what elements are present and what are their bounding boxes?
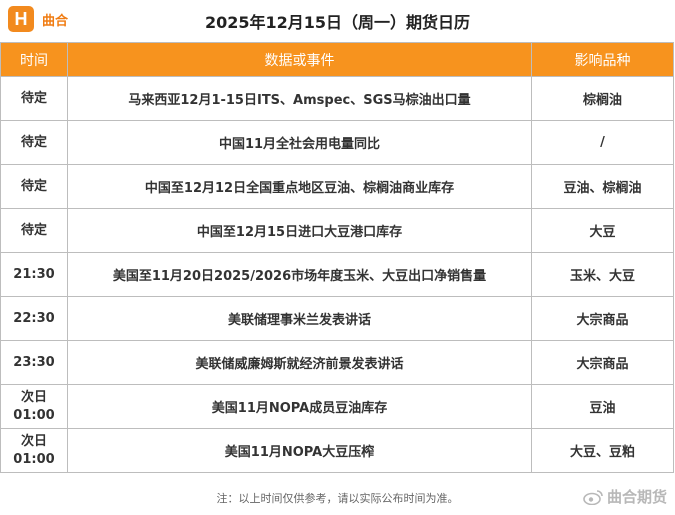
watermark: 曲合期货: [583, 486, 667, 507]
column-header-product: 影响品种: [531, 42, 674, 77]
product-cell: 大宗商品: [531, 296, 674, 341]
time-cell: 21:30: [0, 252, 68, 297]
weibo-icon: [583, 489, 603, 505]
brand-logo-icon: H: [8, 6, 34, 32]
page-header: H 曲合 2025年12月15日（周一）期货日历: [0, 0, 675, 40]
event-cell: 美联储威廉姆斯就经济前景发表讲话: [67, 340, 532, 385]
product-cell: 大宗商品: [531, 340, 674, 385]
table-header-row: 时间 数据或事件 影响品种: [0, 42, 674, 77]
event-cell: 中国11月全社会用电量同比: [67, 120, 532, 165]
table-row: 待定 中国至12月15日进口大豆港口库存 大豆: [0, 208, 674, 253]
table-row: 待定 马来西亚12月1-15日ITS、Amspec、SGS马棕油出口量 棕榈油: [0, 76, 674, 121]
table-row: 23:30 美联储威廉姆斯就经济前景发表讲话 大宗商品: [0, 340, 674, 385]
calendar-table: 时间 数据或事件 影响品种 待定 马来西亚12月1-15日ITS、Amspec、S…: [0, 42, 674, 473]
product-cell: 豆油: [531, 384, 674, 429]
time-cell: 待定: [0, 120, 68, 165]
table-row: 次日 01:00 美国11月NOPA大豆压榨 大豆、豆粕: [0, 428, 674, 473]
column-header-event: 数据或事件: [67, 42, 532, 77]
event-cell: 美国11月NOPA大豆压榨: [67, 428, 532, 473]
product-cell: 大豆: [531, 208, 674, 253]
event-cell: 中国至12月12日全国重点地区豆油、棕榈油商业库存: [67, 164, 532, 209]
column-header-time: 时间: [0, 42, 68, 77]
time-cell: 次日 01:00: [0, 428, 68, 473]
table-row: 次日 01:00 美国11月NOPA成员豆油库存 豆油: [0, 384, 674, 429]
table-row: 22:30 美联储理事米兰发表讲话 大宗商品: [0, 296, 674, 341]
brand-name: 曲合: [42, 14, 69, 29]
event-cell: 中国至12月15日进口大豆港口库存: [67, 208, 532, 253]
footnote: 注：以上时间仅供参考，请以实际公布时间为准。: [216, 492, 459, 505]
event-cell: 美联储理事米兰发表讲话: [67, 296, 532, 341]
table-row: 待定 中国至12月12日全国重点地区豆油、棕榈油商业库存 豆油、棕榈油: [0, 164, 674, 209]
time-cell: 待定: [0, 208, 68, 253]
table-row: 21:30 美国至11月20日2025/2026市场年度玉米、大豆出口净销售量 玉米…: [0, 252, 674, 297]
product-cell: 大豆、豆粕: [531, 428, 674, 473]
time-cell: 次日 01:00: [0, 384, 68, 429]
time-cell: 待定: [0, 164, 68, 209]
event-cell: 美国至11月20日2025/2026市场年度玉米、大豆出口净销售量: [67, 252, 532, 297]
time-cell: 23:30: [0, 340, 68, 385]
product-cell: 玉米、大豆: [531, 252, 674, 297]
product-cell: 豆油、棕榈油: [531, 164, 674, 209]
page-title: 2025年12月15日（周一）期货日历: [204, 13, 471, 32]
event-cell: 马来西亚12月1-15日ITS、Amspec、SGS马棕油出口量: [67, 76, 532, 121]
table-row: 待定 中国11月全社会用电量同比 /: [0, 120, 674, 165]
time-cell: 22:30: [0, 296, 68, 341]
watermark-text: 曲合期货: [606, 488, 667, 506]
product-cell: 棕榈油: [531, 76, 674, 121]
product-cell: /: [531, 120, 674, 165]
event-cell: 美国11月NOPA成员豆油库存: [67, 384, 532, 429]
time-cell: 待定: [0, 76, 68, 121]
